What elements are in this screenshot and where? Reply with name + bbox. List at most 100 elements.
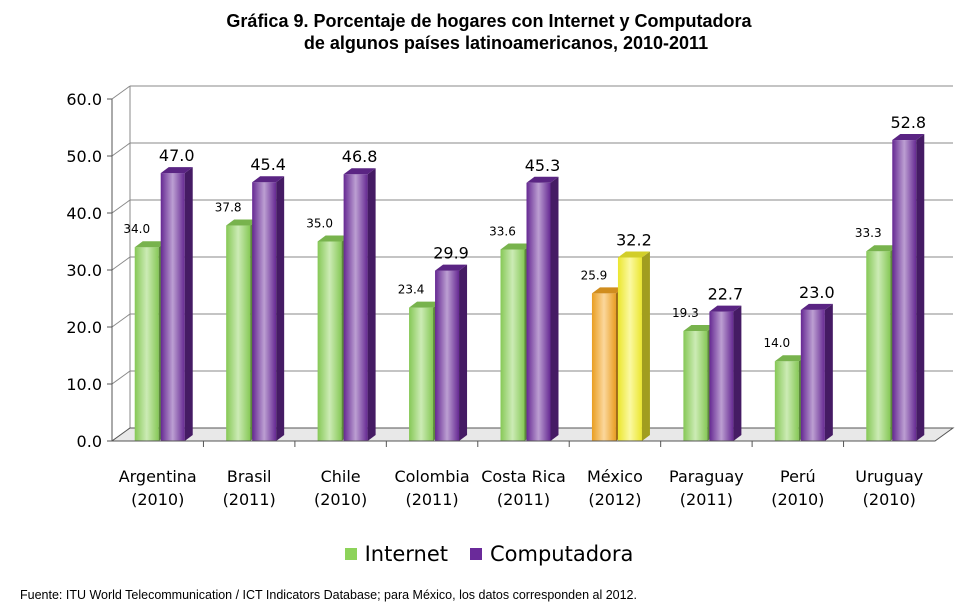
bar-internet-front <box>409 307 434 441</box>
bar-internet-front <box>683 330 708 441</box>
bar-internet-front <box>500 249 525 441</box>
y-tick-label: 60.0 <box>66 90 102 109</box>
bar-computadora-side <box>459 264 468 441</box>
data-label-internet: 14.0 <box>763 336 790 350</box>
x-tick-label-year: (2010) <box>131 490 184 509</box>
x-tick-label: Brasil <box>227 467 272 486</box>
bar-computadora-side <box>916 134 925 442</box>
x-tick-label: México <box>587 467 643 486</box>
legend-item-computadora: Computadora <box>470 542 633 566</box>
bar-computadora <box>160 167 193 441</box>
gridline-depth <box>111 256 131 271</box>
gridline-depth <box>111 199 131 214</box>
y-tick-label: 10.0 <box>66 375 102 394</box>
bar-computadora-top <box>343 168 376 175</box>
data-label-internet: 23.4 <box>398 283 425 297</box>
bar-computadora <box>252 176 285 441</box>
bar-computadora-top <box>709 305 742 312</box>
bar-internet-front <box>226 225 251 441</box>
data-label-computadora: 47.0 <box>159 146 195 165</box>
bar-computadora-front <box>252 182 277 441</box>
data-label-computadora: 46.8 <box>342 147 378 166</box>
x-tick-label-year: (2011) <box>497 490 550 509</box>
bar-computadora-front <box>800 309 825 441</box>
bar-internet-top <box>409 301 442 308</box>
x-tick-label-year: (2010) <box>314 490 367 509</box>
source-note: Fuente: ITU World Telecommunication / IC… <box>20 588 637 602</box>
bar-computadora-front <box>709 311 734 441</box>
bar-computadora-top <box>617 251 650 258</box>
bar-internet-top <box>317 235 350 242</box>
bar-internet-front <box>317 241 342 441</box>
bar-computadora-front <box>892 140 917 442</box>
data-label-internet: 34.0 <box>123 222 150 236</box>
x-tick-label: Uruguay <box>855 467 923 486</box>
data-label-computadora: 45.3 <box>525 156 561 175</box>
bar-computadora-side <box>276 176 285 441</box>
bar-internet-front <box>866 251 891 441</box>
bar-internet-top <box>774 355 807 362</box>
bar-internet-front <box>134 247 159 441</box>
bar-computadora <box>435 264 468 441</box>
y-tick-label: 20.0 <box>66 318 102 337</box>
x-tick-label-year: (2010) <box>863 490 916 509</box>
chart-title-line-2: de algunos países latinoamericanos, 2010… <box>303 33 709 53</box>
bar-computadora-front <box>343 174 368 442</box>
data-label-internet: 35.0 <box>306 217 333 231</box>
bar-computadora-side <box>184 167 193 441</box>
bar-computadora <box>526 176 559 442</box>
chart-title: Gráfica 9. Porcentaje de hogares con Int… <box>0 10 978 54</box>
chart-legend: Internet Computadora <box>0 542 978 566</box>
bar-internet-top <box>134 241 167 248</box>
x-tick-label: Costa Rica <box>481 467 566 486</box>
data-label-computadora: 32.2 <box>616 230 652 249</box>
y-tick-label: 50.0 <box>66 147 102 166</box>
bar-computadora-front <box>617 257 642 441</box>
data-label-internet: 33.3 <box>855 226 882 240</box>
bar-computadora-top <box>526 176 559 183</box>
data-label-computadora: 23.0 <box>799 283 835 302</box>
legend-label-internet: Internet <box>364 542 448 566</box>
x-tick-label-year: (2012) <box>588 490 641 509</box>
x-tick-label: Paraguay <box>669 467 744 486</box>
chart-title-line-1: Gráfica 9. Porcentaje de hogares con Int… <box>226 11 752 31</box>
bar-internet-front <box>591 293 616 441</box>
bar-internet <box>683 324 716 441</box>
x-tick-label-year: (2011) <box>405 490 458 509</box>
gridline-depth <box>111 313 131 328</box>
bar-computadora-top <box>435 264 468 271</box>
legend-swatch-computadora <box>470 548 482 560</box>
y-tick-label: 0.0 <box>77 432 102 451</box>
y-tick-label: 40.0 <box>66 204 102 223</box>
bar-computadora-top <box>892 134 925 141</box>
x-tick-label-year: (2011) <box>223 490 276 509</box>
x-tick-label: Argentina <box>119 467 197 486</box>
bar-computadora-front <box>526 182 551 442</box>
bar-internet-top <box>683 324 716 331</box>
data-label-internet: 25.9 <box>581 268 608 282</box>
bar-computadora <box>892 134 925 442</box>
gridline-depth <box>111 85 131 100</box>
bar-internet-top <box>226 219 259 226</box>
data-label-internet: 33.6 <box>489 224 516 238</box>
x-tick-label-year: (2011) <box>680 490 733 509</box>
data-label-internet: 19.3 <box>672 306 699 320</box>
bar-computadora-front <box>435 270 460 441</box>
bar-internet-top <box>500 243 533 250</box>
legend-item-internet: Internet <box>344 542 448 566</box>
bar-computadora-side <box>824 303 833 441</box>
legend-swatch-internet <box>344 548 357 560</box>
bar-computadora-side <box>733 305 742 441</box>
bar-computadora <box>709 305 742 441</box>
bar-computadora-side <box>641 251 650 441</box>
x-tick-label: Perú <box>780 467 816 486</box>
bar-computadora-side <box>367 168 376 442</box>
data-label-computadora: 29.9 <box>433 244 469 263</box>
y-tick-label: 30.0 <box>66 261 102 280</box>
data-label-computadora: 45.4 <box>250 155 286 174</box>
bar-computadora <box>800 303 833 441</box>
x-tick-label-year: (2010) <box>771 490 824 509</box>
bar-computadora-top <box>252 176 285 183</box>
gridline-depth <box>111 370 131 385</box>
